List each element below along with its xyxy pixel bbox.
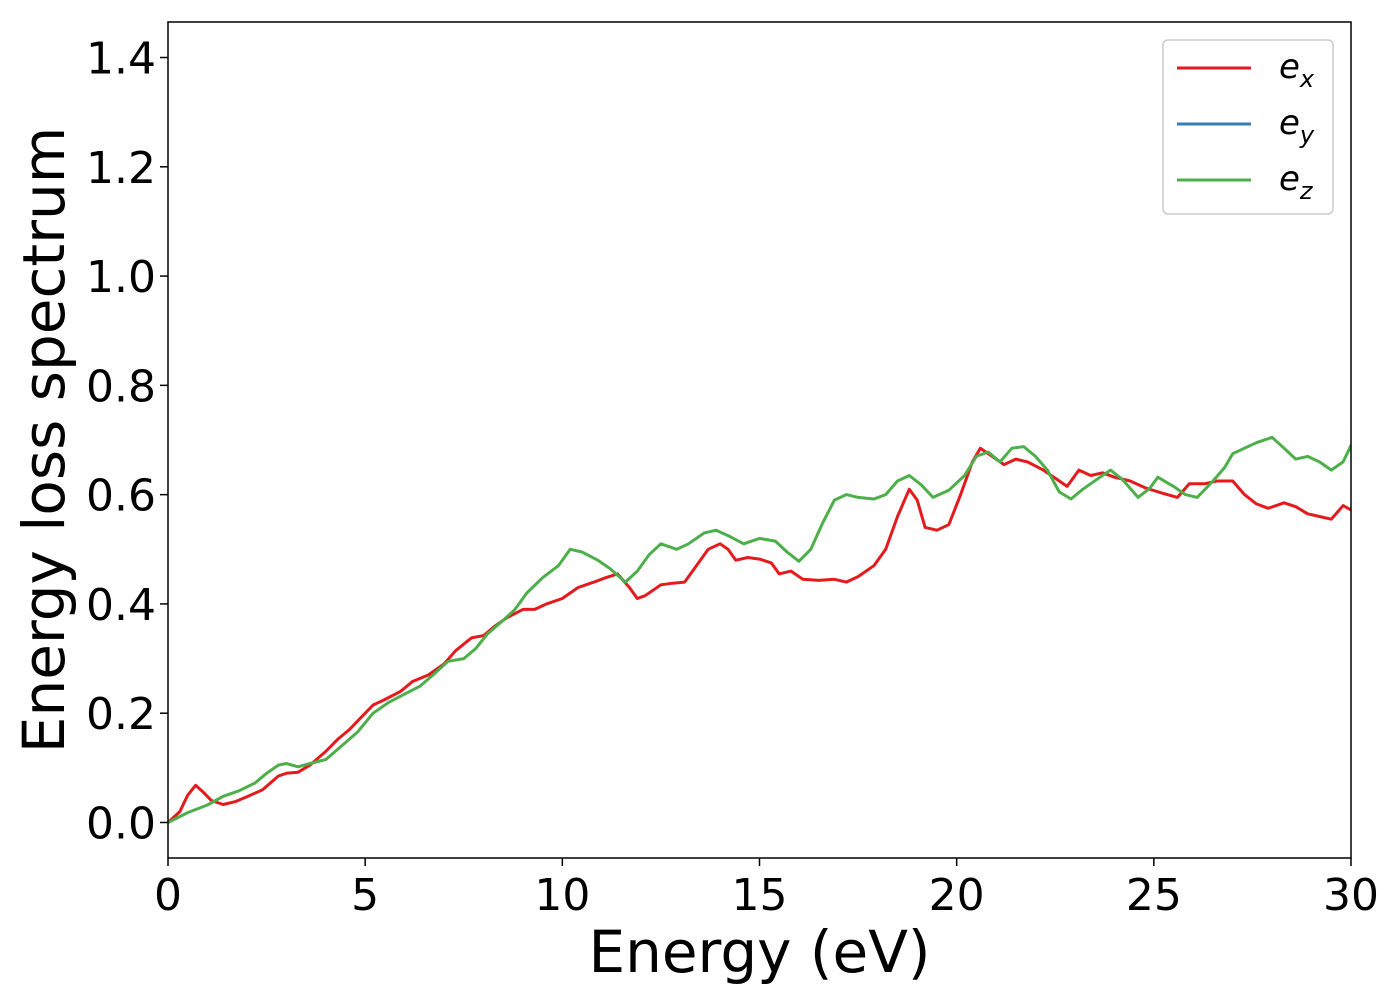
x-axis-ticks: 0 5 10 15 20 25 30 [154,858,1379,921]
y-tick-label: 0.4 [86,580,156,631]
x-tick-label: 20 [929,870,985,921]
y-axis-label: Energy loss spectrum [10,127,78,753]
x-tick-label: 25 [1126,870,1182,921]
series-line-ex [168,446,1351,824]
y-axis-ticks: 0.0 0.2 0.4 0.6 0.8 1.0 1.2 1.4 [86,34,168,849]
x-tick-label: 0 [154,870,182,921]
x-axis-label: Energy (eV) [588,918,930,986]
x-tick-label: 15 [732,870,788,921]
y-tick-label: 1.0 [86,252,156,303]
legend-box [1162,39,1334,215]
series-line-ez [168,435,1351,824]
y-tick-label: 1.4 [86,34,156,85]
x-tick-label: 5 [351,870,379,921]
x-tick-label: 10 [534,870,590,921]
y-tick-label: 0.6 [86,471,156,522]
y-tick-label: 0.2 [86,689,156,740]
y-tick-label: 1.2 [86,143,156,194]
y-tick-label: 0.8 [86,361,156,412]
x-tick-label: 30 [1323,870,1379,921]
y-tick-label: 0.0 [86,798,156,849]
plot-lines [168,435,1351,824]
